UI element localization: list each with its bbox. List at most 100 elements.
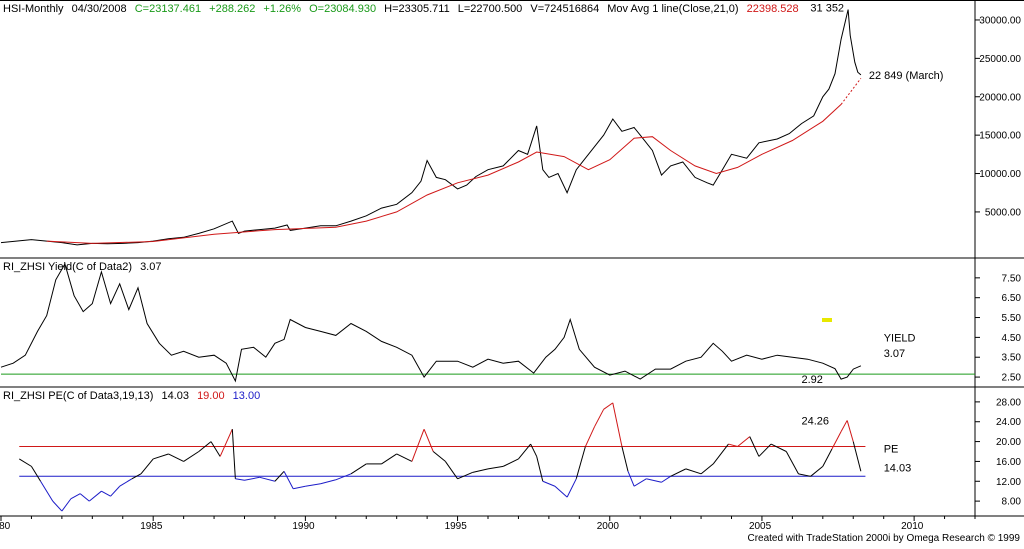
pe-y-tick-label: 24.00 <box>996 417 1021 428</box>
pe-series-segment <box>411 428 425 462</box>
pe-series-segment <box>140 458 154 475</box>
pe-series-segment <box>840 420 848 432</box>
price-y-tick-label: 30000.00 <box>979 15 1021 26</box>
pe-series-segment <box>728 443 738 448</box>
pe-series-segment <box>153 453 169 460</box>
pe-series-segment <box>566 478 577 498</box>
pe-series-segment <box>472 468 489 473</box>
pe-series-segment <box>700 463 714 475</box>
footer-credit: Created with TradeStation 2000i by Omega… <box>747 533 1020 544</box>
yield-y-tick-label: 6.50 <box>1002 293 1022 304</box>
pe-series-segment <box>31 466 41 482</box>
pe-series-segment <box>305 483 321 487</box>
pe-series-segment <box>822 448 833 467</box>
pe-series-segment <box>785 451 799 475</box>
pe-series-segment <box>852 441 862 472</box>
price-annotation: 31 352 <box>810 3 844 15</box>
x-tick-label: 1990 <box>292 521 315 532</box>
yield-panel-title-text: RI_ZHSI Yield(C of Data2) 3.07 <box>3 261 161 273</box>
pe-series-segment <box>119 478 133 487</box>
pe-series-segment <box>646 478 662 483</box>
header-symbol: HSI-Monthly <box>3 3 64 15</box>
pe-series-segment <box>259 476 276 482</box>
pe-series-segment <box>88 490 102 502</box>
pe-series-segment <box>487 465 504 470</box>
pe-panel-title-value: 14.03 <box>161 390 189 402</box>
pe-series-segment <box>536 456 544 482</box>
pe-series-segment <box>737 436 751 447</box>
pe-series-segment <box>350 463 367 475</box>
price-y-tick-label: 20000.00 <box>979 92 1021 103</box>
x-tick-label: 1985 <box>140 521 163 532</box>
pe-series-segment <box>670 468 687 477</box>
price-y-tick-label: 5000.00 <box>985 207 1022 218</box>
pe-series-segment <box>131 473 142 480</box>
pe-series-segment <box>79 493 90 502</box>
header-change: +288.262 <box>209 3 255 15</box>
pe-annotation: 14.03 <box>884 462 912 474</box>
pe-series-segment <box>423 428 434 452</box>
pe-series-segment <box>457 471 473 480</box>
pe-series-segment <box>61 498 72 512</box>
yield-y-tick-label: 3.50 <box>1002 353 1022 364</box>
pe-series-segment <box>633 478 647 487</box>
pe-panel-title: RI_ZHSI PE(C of Data3,19,13) <box>3 390 153 402</box>
yield-y-tick-label: 2.50 <box>1002 373 1022 384</box>
pe-series-segment <box>198 441 212 452</box>
x-tick-label: 2010 <box>901 521 924 532</box>
pe-series-segment <box>846 420 854 442</box>
price-y-tick-label: 25000.00 <box>979 54 1021 65</box>
price-annotation: 22 849 (March) <box>869 70 944 82</box>
pe-panel-high-value: 19.00 <box>197 390 225 402</box>
pe-series-segment <box>101 490 111 497</box>
pe-series-segment <box>335 473 352 481</box>
pe-annotation: 24.26 <box>802 415 830 427</box>
pe-y-tick-label: 12.00 <box>996 477 1021 488</box>
pe-series-segment <box>231 429 236 479</box>
x-tick-label: 2000 <box>597 521 620 532</box>
pe-y-tick-label: 20.00 <box>996 437 1021 448</box>
yield-annotation: 3.07 <box>884 348 905 360</box>
pe-series-segment <box>810 465 824 477</box>
pe-series-segment <box>798 473 811 477</box>
pe-series-segment <box>40 481 54 502</box>
chart-marks: 30000.00 25000.00 20000.00 15000.00 10000.00… <box>0 0 1024 532</box>
pe-series-segment <box>661 475 671 483</box>
pe-y-tick-label: 16.00 <box>996 457 1021 468</box>
pe-series-segment <box>685 468 702 475</box>
pe-panel-title-text: RI_ZHSI PE(C of Data3,19,13) 14.03 19.00… <box>3 390 260 402</box>
pe-series-segment <box>52 500 63 512</box>
yield-series-line <box>0 262 862 383</box>
pe-series-segment <box>575 446 586 479</box>
price-y-tick-label: 15000.00 <box>979 131 1021 142</box>
header-volume: V=724516864 <box>530 3 599 15</box>
yield-panel-title: RI_ZHSI Yield(C of Data2) <box>3 261 132 273</box>
pe-series-segment <box>235 478 245 481</box>
pe-annotation: PE <box>884 443 899 455</box>
header-indicator: Mov Avg 1 line(Close,21,0) <box>607 3 738 15</box>
pe-series-segment <box>274 471 285 482</box>
pe-series-segment <box>554 485 568 498</box>
pe-series-segment <box>612 402 623 447</box>
pe-series-segment <box>70 493 81 500</box>
pe-panel-low-value: 13.00 <box>233 390 261 402</box>
header-high: H=23305.711 <box>384 3 450 15</box>
x-tick-label: 2005 <box>749 521 772 532</box>
header-text: HSI-Monthly 04/30/2008 C=23137.461 +288.… <box>3 3 799 15</box>
pe-series-segment <box>219 428 233 457</box>
pe-series-segment <box>502 458 519 467</box>
pe-series-segment <box>19 458 32 467</box>
yield-y-tick-label: 5.50 <box>1002 313 1022 324</box>
pe-series-segment <box>381 453 397 465</box>
pe-series-segment <box>432 451 446 462</box>
pe-series-segment <box>594 409 605 427</box>
header-close: C=23137.461 <box>135 3 201 15</box>
yield-marker <box>822 318 832 322</box>
pe-series-segment <box>627 471 635 487</box>
pe-series-segment <box>283 471 294 489</box>
pe-series-segment <box>110 485 121 497</box>
pe-series-segment <box>168 453 184 462</box>
pe-series-segment <box>444 461 458 480</box>
